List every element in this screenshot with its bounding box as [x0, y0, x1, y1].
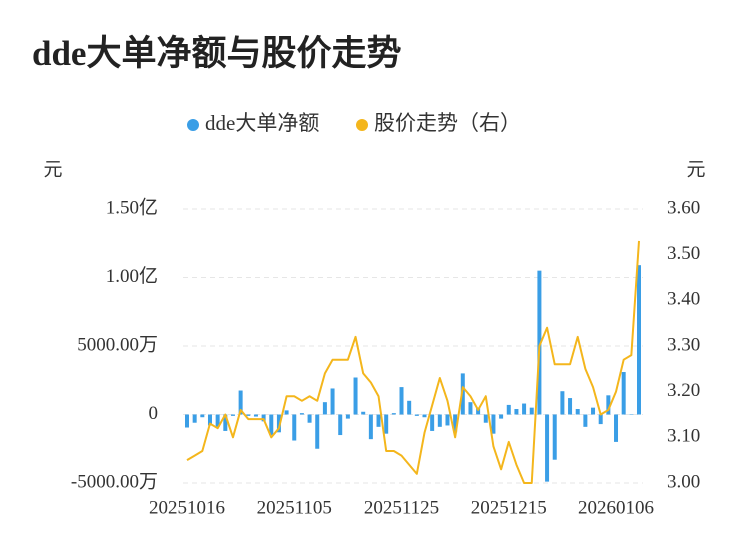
bar [269, 414, 274, 436]
y2-tick-label: 3.50 [667, 243, 700, 264]
bar [483, 414, 488, 423]
bar [292, 414, 297, 441]
bar [430, 414, 435, 431]
y2-tick-label: 3.60 [667, 197, 700, 218]
bar [514, 409, 519, 415]
price-line [186, 240, 640, 484]
y-axis-label: 元 [43, 159, 62, 180]
y-tick-label: 5000.00万 [77, 334, 158, 355]
y2-tick-label: 3.00 [667, 471, 700, 492]
bar [407, 400, 412, 415]
bar [207, 414, 212, 426]
bar [575, 409, 580, 415]
legend-label: 股价走势（右） [374, 111, 521, 135]
bar [621, 372, 626, 415]
bar [223, 414, 228, 431]
x-tick-label: 20251215 [471, 497, 547, 518]
bar [629, 414, 634, 415]
x-tick-label: 20260106 [578, 497, 654, 518]
bar [276, 414, 281, 433]
bar [345, 414, 350, 419]
bar [261, 414, 266, 422]
bar [330, 388, 335, 415]
bar [598, 414, 603, 425]
y2-tick-label: 3.20 [667, 380, 700, 401]
y2-tick-label: 3.40 [667, 289, 700, 310]
legend-label: dde大单净额 [205, 111, 319, 135]
bar [361, 411, 366, 415]
y2-axis-label: 元 [686, 159, 705, 180]
legend-marker [356, 119, 368, 131]
bar [468, 402, 473, 415]
x-tick-label: 20251105 [257, 497, 332, 518]
bar [499, 414, 504, 419]
bar [246, 414, 251, 416]
bar [299, 413, 304, 415]
bar [552, 414, 557, 460]
y-tick-label: 1.50亿 [106, 196, 158, 218]
bar [491, 414, 496, 434]
bar [529, 407, 534, 415]
bar [606, 395, 611, 415]
bar [522, 403, 527, 415]
bar [399, 387, 404, 415]
bar [353, 377, 358, 415]
bar [422, 414, 427, 418]
bar [568, 398, 573, 415]
bar [437, 414, 442, 427]
bar [476, 407, 481, 415]
bar [253, 414, 258, 417]
bar [185, 414, 189, 428]
bar [376, 414, 381, 427]
x-tick-label: 20251125 [364, 497, 439, 518]
bar [338, 414, 343, 436]
y2-tick-label: 3.30 [667, 334, 700, 355]
bar [368, 414, 373, 440]
bar [230, 414, 235, 416]
chart-title: dde大单净额与股价走势 [32, 34, 401, 73]
bar [460, 373, 465, 415]
bar [453, 414, 458, 433]
bar [560, 391, 565, 415]
bar [307, 414, 312, 423]
bar [192, 414, 197, 423]
bar [637, 265, 641, 415]
bar [238, 390, 243, 415]
bar [215, 414, 220, 427]
bar [391, 413, 396, 415]
bar [506, 404, 511, 415]
bar [583, 414, 588, 427]
y2-tick-label: 3.10 [667, 426, 700, 447]
bar [322, 402, 327, 415]
bar [614, 414, 619, 442]
legend-marker [187, 119, 199, 131]
bar [200, 414, 205, 418]
bar [545, 414, 550, 482]
bar [384, 414, 389, 434]
x-tick-label: 20251016 [149, 497, 225, 518]
bar [414, 414, 419, 416]
bar [445, 414, 450, 426]
bar [537, 270, 542, 415]
y-tick-label: 0 [149, 403, 159, 424]
bar [315, 414, 320, 449]
y-tick-label: -5000.00万 [71, 471, 158, 492]
bar [591, 407, 596, 415]
y-tick-label: 1.00亿 [106, 265, 158, 287]
bar [284, 410, 289, 415]
